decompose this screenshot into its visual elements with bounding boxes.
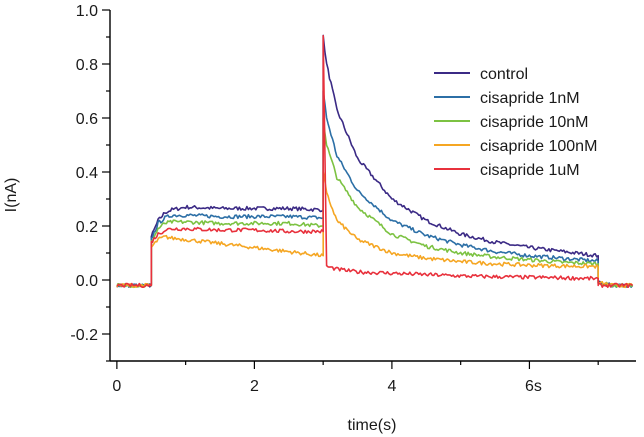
x-tick-label: 0 [112,378,121,395]
y-axis: -0.2 0.0 0.2 0.4 0.6 0.8 1.0 [70,3,111,362]
trace-cisapride-10nm [116,117,634,289]
legend-label: control [480,66,528,83]
x-axis: 0 2 4 6s [110,360,636,395]
y-tick-label: 0.0 [76,273,98,290]
y-tick-label: 0.4 [76,165,98,182]
y-tick-label: 0.2 [76,219,98,236]
x-tick-label: 6s [525,378,542,395]
y-tick-label: 1.0 [76,3,98,20]
x-tick-label: 2 [250,378,259,395]
x-tick-label: 4 [387,378,396,395]
legend-label: cisapride 100nM [480,138,597,155]
legend-label: cisapride 1uM [480,162,580,179]
legend-label: cisapride 10nM [480,114,589,131]
legend: control cisapride 1nM cisapride 10nM cisapr… [434,66,597,179]
plot-area [116,34,634,289]
legend-label: cisapride 1nM [480,90,580,107]
trace-control [116,34,634,288]
y-tick-label: 0.6 [76,111,98,128]
trace-cisapride-1nm [116,90,634,288]
x-axis-title: time(s) [348,417,397,434]
y-tick-label: -0.2 [70,327,98,344]
trace-cisapride-1um [116,35,634,289]
y-tick-label: 0.8 [76,57,98,74]
y-axis-title: I(nA) [3,178,20,213]
trace-cisapride-100nm [116,170,634,289]
